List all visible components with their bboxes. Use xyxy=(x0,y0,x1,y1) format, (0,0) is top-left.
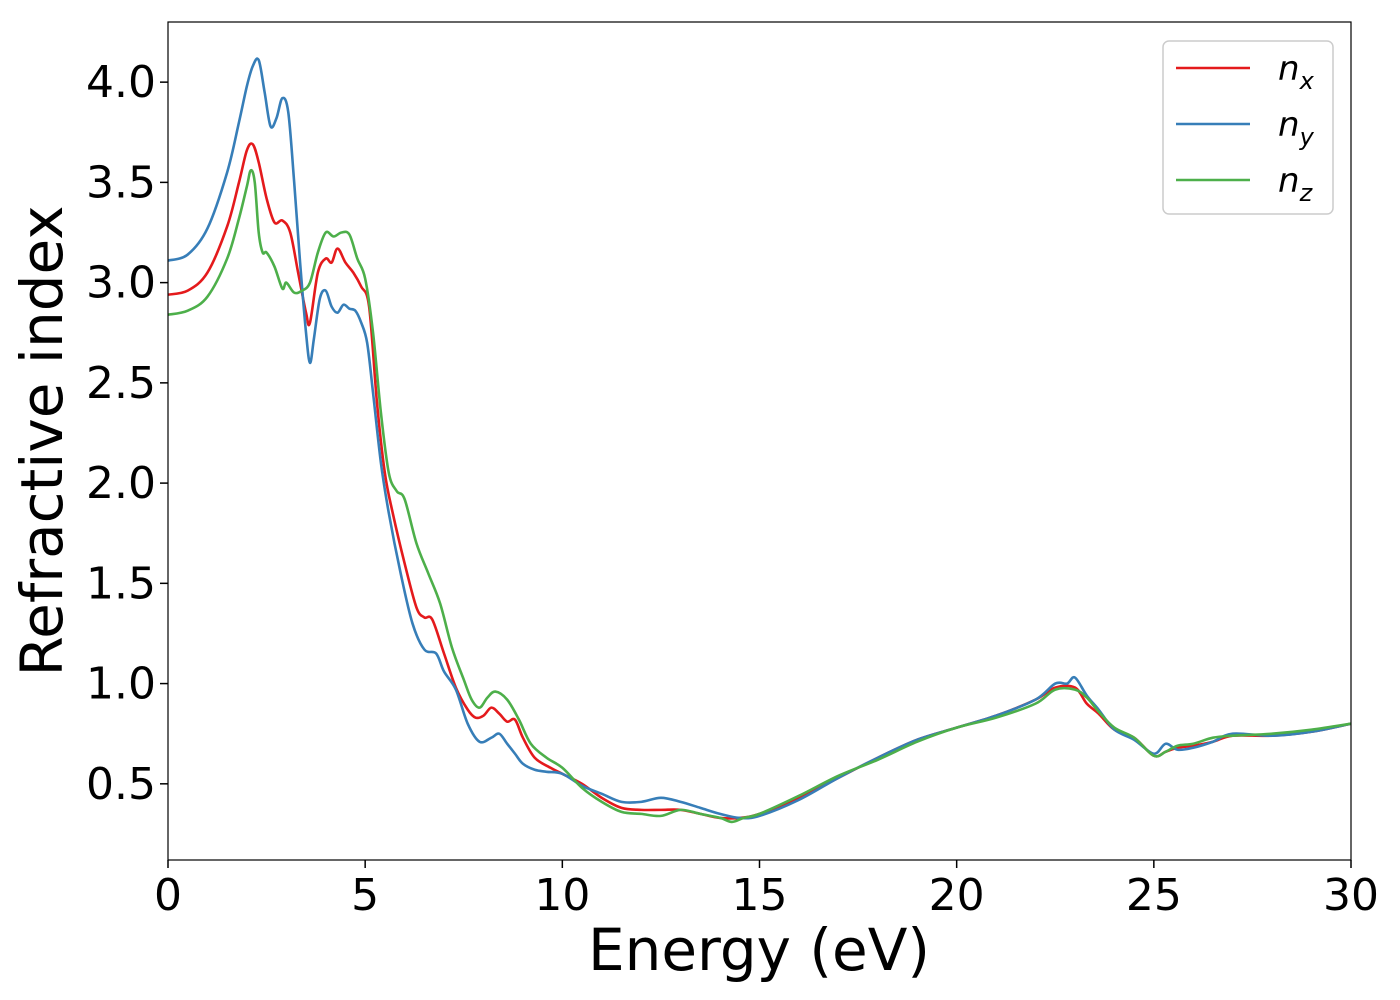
x-tick-label: 15 xyxy=(732,870,788,921)
x-tick-label: 25 xyxy=(1126,870,1182,921)
plot-background xyxy=(168,22,1351,860)
y-tick-label: 1.0 xyxy=(86,659,156,710)
y-axis: 0.5 1.0 1.5 2.0 2.5 3.0 3.5 4.0 xyxy=(86,57,168,810)
x-axis: 0 5 10 15 20 25 30 xyxy=(154,860,1379,921)
y-tick-label: 4.0 xyxy=(86,57,156,108)
y-tick-label: 3.0 xyxy=(86,258,156,309)
legend-label-n-y: ny xyxy=(1278,105,1315,151)
x-tick-label: 20 xyxy=(929,870,985,921)
y-tick-label: 2.0 xyxy=(86,458,156,509)
legend-label-n-z: nz xyxy=(1278,161,1314,207)
x-axis-title: Energy (eV) xyxy=(588,916,930,984)
series-line-n-z xyxy=(168,168,1351,824)
y-tick-label: 3.5 xyxy=(86,157,156,208)
x-tick-label: 30 xyxy=(1323,870,1379,921)
legend-box xyxy=(1162,40,1334,215)
series-group xyxy=(168,57,1351,824)
y-axis-title: Refractive index xyxy=(8,205,76,676)
y-tick-label: 2.5 xyxy=(86,358,156,409)
x-tick-label: 10 xyxy=(534,870,590,921)
legend: nx ny nz xyxy=(1162,40,1334,215)
legend-label-n-x: nx xyxy=(1278,49,1315,95)
series-line-n-y xyxy=(168,57,1351,820)
y-tick-label: 0.5 xyxy=(86,759,156,810)
x-tick-label: 5 xyxy=(351,870,379,921)
x-tick-label: 0 xyxy=(154,870,182,921)
y-tick-label: 1.5 xyxy=(86,558,156,609)
